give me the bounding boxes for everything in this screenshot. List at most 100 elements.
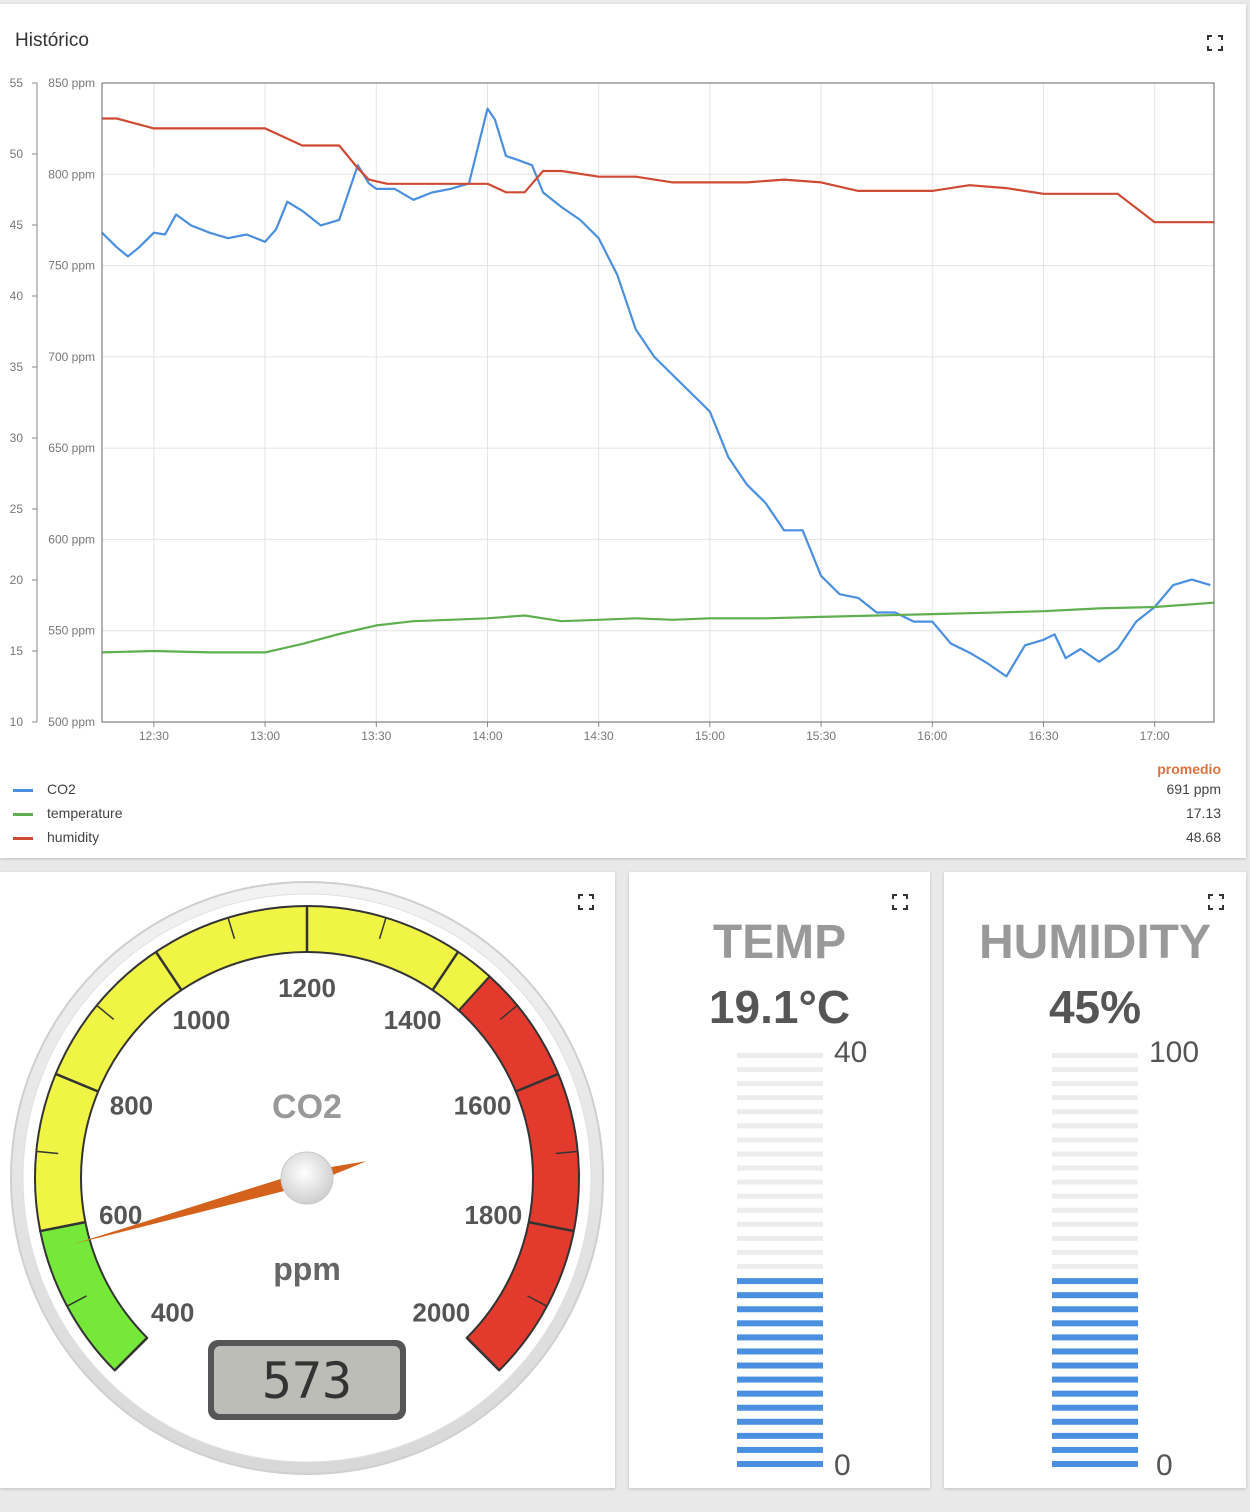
right-axis-tick-label: 650 ppm — [48, 441, 95, 455]
legend-swatch — [13, 813, 33, 816]
legend-item-temperature[interactable]: temperature 17.13 — [0, 804, 1246, 824]
legend-header: promedio — [1157, 761, 1221, 777]
history-chart: 10 15 20 25 30 35 40 45 50 55 500 ppm 550 ppm 600 p… — [10, 76, 1215, 743]
x-tick-label: 16:00 — [917, 729, 947, 743]
series-line-co2 — [101, 107, 1211, 678]
left-axis-tick-label: 25 — [10, 502, 24, 516]
fullscreen-icon[interactable] — [892, 894, 908, 910]
legend-item-humidity[interactable]: humidity 48.68 — [0, 828, 1246, 848]
left-axis-tick-label: 35 — [10, 360, 24, 374]
temp-label: TEMP — [712, 916, 847, 969]
level-segment-empty — [737, 1165, 823, 1171]
gauge-minor-tick — [378, 917, 387, 939]
gauge-minor-tick — [66, 1295, 87, 1307]
x-tick-label: 13:00 — [250, 729, 280, 743]
legend-swatch — [13, 837, 33, 840]
level-segment-empty — [737, 1221, 823, 1227]
series-line-humidity — [102, 117, 1214, 224]
gauge-title: CO2 — [272, 1088, 342, 1126]
right-axis-tick-label: 700 ppm — [48, 350, 95, 364]
x-tick-label: 17:00 — [1140, 729, 1170, 743]
gauge-tick-label: 1600 — [454, 1090, 512, 1120]
right-axis-tick-label: 600 ppm — [48, 532, 95, 546]
right-axis-tick-label: 550 ppm — [48, 624, 95, 638]
gauge-ticks — [36, 906, 578, 1372]
level-segment-empty — [737, 1264, 823, 1270]
level-segment-filled — [1052, 1446, 1138, 1453]
legend-item-co2[interactable]: CO2 691 ppm — [0, 780, 1246, 800]
gauge-minor-tick — [527, 1295, 548, 1307]
left-axis-tick-label: 30 — [10, 431, 24, 445]
x-tick-label: 14:30 — [584, 729, 614, 743]
level-segment-filled — [737, 1418, 823, 1425]
x-tick-label: 16:30 — [1028, 729, 1058, 743]
level-segment-empty — [1052, 1221, 1138, 1227]
x-tick-label: 15:30 — [806, 729, 836, 743]
co2-gauge-card: 400 600 800 1000 1200 1400 1600 1800 2000 CO2 pp… — [0, 872, 615, 1488]
left-axis-tick-label: 55 — [10, 76, 24, 90]
level-segment-filled — [1052, 1348, 1138, 1355]
level-segment-filled — [1052, 1292, 1138, 1299]
level-segment-filled — [737, 1446, 823, 1453]
level-segment-filled — [737, 1461, 823, 1467]
fullscreen-icon[interactable] — [1208, 894, 1224, 910]
gauge-tick-label: 1200 — [278, 973, 336, 1003]
gauge-major-tick — [431, 951, 460, 991]
x-tick-label: 14:00 — [472, 729, 502, 743]
level-segment-empty — [737, 1081, 823, 1087]
gauge-major-tick — [113, 1336, 149, 1372]
fullscreen-icon[interactable] — [578, 894, 594, 910]
gauge-tick-label: 400 — [151, 1297, 194, 1327]
level-segment-filled — [1052, 1306, 1138, 1313]
gauge-minor-tick — [36, 1150, 59, 1155]
temp-max-label: 40 — [834, 1036, 867, 1069]
left-axis-tick-label: 10 — [10, 715, 24, 729]
level-segment-empty — [1052, 1095, 1138, 1101]
level-segment-empty — [1052, 1235, 1138, 1241]
gauge-major-tick — [55, 1072, 99, 1093]
history-title: Histórico — [15, 30, 89, 51]
x-tick-label: 13:30 — [361, 729, 391, 743]
left-axis-tick-label: 45 — [10, 218, 24, 232]
legend-value: 17.13 — [1185, 805, 1221, 821]
level-segment-empty — [1052, 1137, 1138, 1143]
level-segment-empty — [1052, 1067, 1138, 1073]
level-segment-empty — [737, 1193, 823, 1199]
fullscreen-icon[interactable] — [1207, 35, 1223, 51]
gauge-minor-tick — [499, 1004, 518, 1020]
gauge-tick-label: 1400 — [384, 1005, 442, 1035]
level-segment-filled — [1052, 1390, 1138, 1397]
level-segment-empty — [737, 1235, 823, 1241]
level-segment-filled — [1052, 1334, 1138, 1341]
lcd-screen — [214, 1346, 400, 1414]
x-axis-ticks: 12:30 13:00 13:30 14:00 14:30 15:00 15:30 16:00… — [139, 722, 1170, 743]
humidity-level-bar: 100 0 — [1052, 1036, 1199, 1482]
left-axis-ticks: 10 15 20 25 30 35 40 45 50 55 — [10, 76, 38, 729]
level-segment-filled — [737, 1404, 823, 1411]
level-segment-filled — [737, 1292, 823, 1299]
legend-swatch — [13, 789, 33, 792]
legend-value: 691 ppm — [1166, 781, 1221, 797]
temp-min-label: 0 — [834, 1449, 851, 1482]
level-segment-filled — [737, 1320, 823, 1327]
gauge-tick-label: 1800 — [464, 1200, 522, 1230]
left-axis-tick-label: 15 — [10, 644, 24, 658]
level-segment-filled — [737, 1334, 823, 1341]
level-segment-filled — [1052, 1404, 1138, 1411]
level-segment-empty — [737, 1053, 823, 1058]
level-segment-empty — [1052, 1109, 1138, 1115]
right-axis-tick-label: 800 ppm — [48, 167, 95, 181]
level-segment-empty — [737, 1207, 823, 1213]
level-segment-empty — [1052, 1165, 1138, 1171]
level-segment-empty — [1052, 1081, 1138, 1087]
gauge-major-tick — [528, 1220, 575, 1233]
x-tick-label: 15:00 — [695, 729, 725, 743]
level-segment-empty — [737, 1137, 823, 1143]
level-segment-empty — [1052, 1123, 1138, 1129]
right-axis-tick-label: 500 ppm — [48, 715, 95, 729]
level-segment-filled — [1052, 1320, 1138, 1327]
gauge-major-tick — [465, 1336, 501, 1372]
right-axis-tick-label: 750 ppm — [48, 259, 95, 273]
level-segment-empty — [1052, 1193, 1138, 1199]
